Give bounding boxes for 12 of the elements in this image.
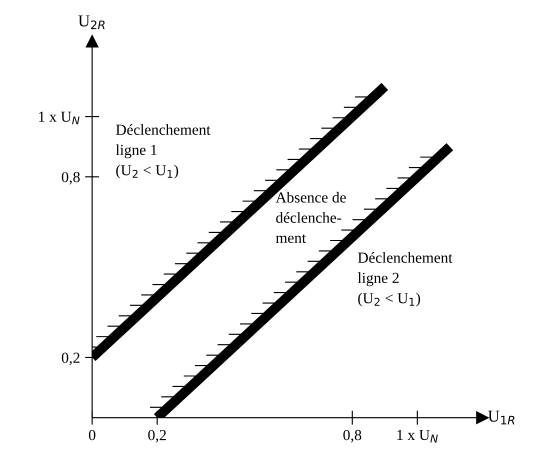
x-tick-label: 0 — [88, 430, 96, 440]
y-tick-label: 0,2 — [62, 352, 80, 366]
annotation: Déclenchement ligne 2 (U$_{2}$ < U$_{1}$) — [358, 252, 452, 306]
y-tick-label: 1 x U$_{N}$ — [39, 112, 80, 124]
y-axis-title: U$_{2R}$ — [78, 15, 105, 30]
y-tick-label: 0,8 — [62, 172, 80, 184]
annotation: Déclenchement ligne 1 (U$_{2}$ < U$_{1}$) — [116, 124, 210, 178]
annotation: Absence de déclenche- ment — [276, 192, 346, 244]
x-tick-label: 0,8 — [343, 430, 362, 442]
x-axis-title: U$_{1R}$ — [488, 410, 514, 424]
x-tick-label: 1 x U$_{N}$ — [397, 430, 438, 442]
x-tick-label: 0,2 — [148, 430, 166, 442]
